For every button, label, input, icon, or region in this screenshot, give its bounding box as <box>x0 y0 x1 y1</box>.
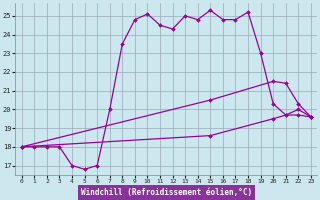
X-axis label: Windchill (Refroidissement éolien,°C): Windchill (Refroidissement éolien,°C) <box>81 188 252 197</box>
